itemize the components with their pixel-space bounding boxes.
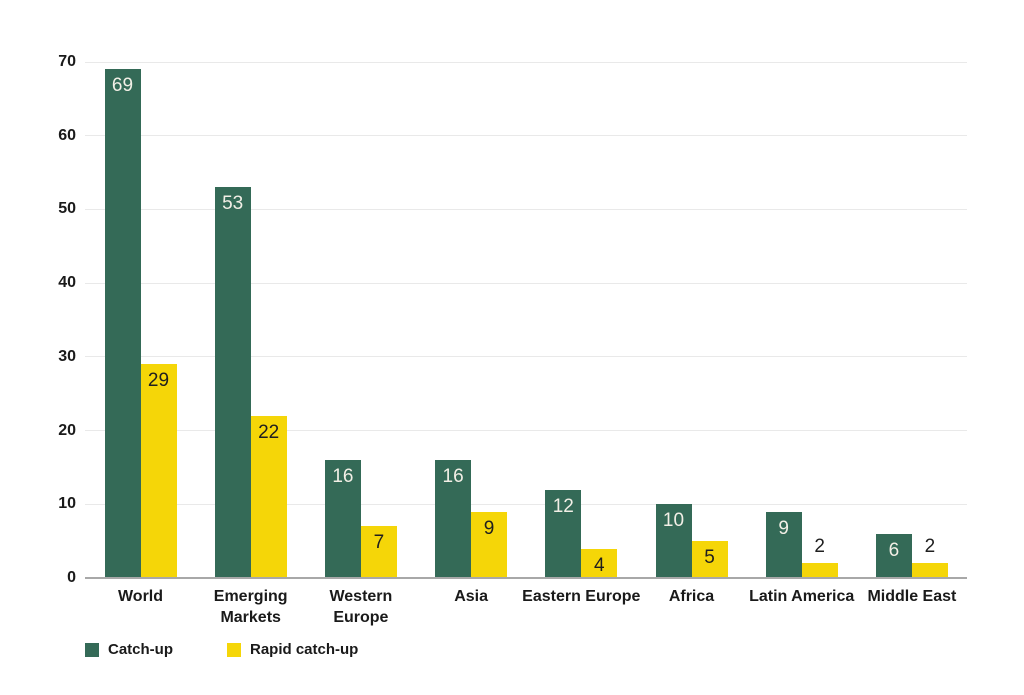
bar-value-label: 5 [704,547,715,569]
bar-value-label: 16 [332,466,354,488]
bar-value-label: 16 [442,466,464,488]
bar-value-label: 69 [111,75,134,97]
y-axis-tick-label: 20 [58,421,76,439]
bar-rapid-catch-up [691,541,728,578]
gridline [85,135,967,137]
x-axis-category-label: Africa [668,588,715,605]
legend-swatch-icon [227,642,241,657]
x-axis-category-label: Emerging Markets [213,588,288,626]
gridline [85,503,967,505]
legend-label: Catch-up [108,641,173,658]
gridline [85,430,967,432]
bar-rapid-catch-up [250,415,287,578]
x-axis-category-label: Middle East [867,588,957,605]
y-axis-tick-label: 70 [58,53,76,70]
bar-value-label: 12 [552,495,574,517]
legend-item-rapid-catch-up: Rapid catch-up [227,641,358,658]
bar-value-label: 2 [924,536,936,558]
bar-rapid-catch-up [471,511,508,578]
x-axis-category-label: Western Europe [329,588,393,626]
bar-catch-up [104,69,141,578]
bar-value-label: 2 [814,536,825,558]
y-axis-tick-label: 40 [58,274,76,292]
bar-rapid-catch-up [801,563,838,578]
bar-value-label: 4 [594,554,605,576]
bar-rapid-catch-up [360,526,397,578]
y-axis-tick-label: 30 [58,347,76,365]
y-axis-tick-label: 50 [58,200,76,218]
bar-catch-up [324,460,361,578]
bar-catch-up [214,187,251,578]
bar-rapid-catch-up [581,548,618,578]
bar-catch-up [545,489,582,578]
y-axis-tick-label: 10 [58,495,76,513]
bar-catch-up [765,511,802,578]
bar-value-label: 22 [258,421,280,443]
bar-value-label: 9 [483,517,495,539]
bar-rapid-catch-up [911,563,948,578]
bar-value-label: 29 [147,370,170,392]
bar-catch-up [435,460,472,578]
bar-value-label: 10 [662,510,685,532]
gridline [85,208,967,210]
bar-value-label: 9 [778,517,789,539]
legend-swatch-icon [85,642,99,657]
legend-label: Rapid catch-up [250,641,359,658]
x-axis-category-label: Latin America [749,588,855,605]
bar-value-label: 7 [373,532,385,554]
x-axis-category-label: Asia [454,588,488,605]
y-axis-tick-label: 0 [67,569,76,586]
bar-catch-up [655,504,692,578]
bar-value-label: 6 [888,539,900,561]
legend-item-catch-up: Catch-up [85,641,173,658]
bar-value-label: 53 [222,193,244,215]
x-axis-category-label: World [117,588,164,605]
x-axis-category-label: Eastern Europe [522,588,641,605]
bar-catch-up [875,533,912,578]
gridline [85,61,967,63]
x-axis-line [85,577,967,579]
gridline [85,282,967,284]
y-axis-tick-label: 60 [58,126,76,144]
gridline [85,356,967,358]
bar-rapid-catch-up [140,364,177,578]
